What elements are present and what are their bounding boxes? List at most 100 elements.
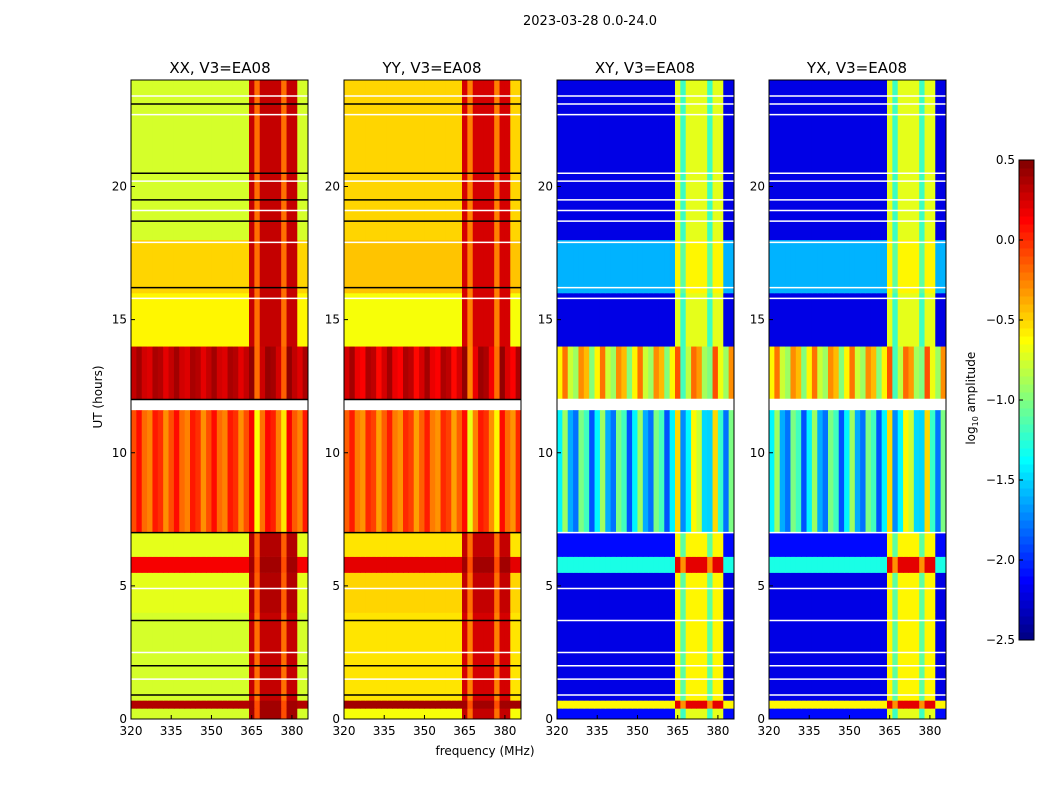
- heatmap-cell: [881, 532, 888, 557]
- heatmap-cell: [935, 708, 942, 720]
- heatmap-cell: [504, 612, 511, 701]
- heatmap-cell: [216, 572, 223, 613]
- heatmap-cell: [297, 572, 304, 613]
- heatmap-cell: [701, 572, 708, 613]
- heatmap-cell: [227, 700, 234, 709]
- heatmap-cell: [365, 346, 372, 400]
- heatmap-cell: [206, 700, 212, 709]
- heatmap-cell: [445, 239, 452, 294]
- heatmap-cell: [504, 556, 511, 573]
- heatmap-cell: [227, 293, 234, 347]
- heatmap-cell: [774, 80, 781, 241]
- heatmap-cell: [728, 80, 735, 241]
- heatmap-cell: [238, 346, 245, 400]
- panel-title-xx: XX, V3=EA08: [169, 59, 271, 77]
- heatmap-cell: [184, 556, 191, 573]
- heatmap-cell: [632, 346, 638, 400]
- heatmap-cell: [275, 532, 282, 557]
- heatmap-cell: [860, 346, 867, 400]
- heatmap-cell: [785, 293, 791, 347]
- heatmap-cell: [701, 346, 708, 400]
- heatmap-cell: [275, 700, 282, 709]
- heatmap-cell: [865, 708, 872, 720]
- heatmap-cell: [435, 700, 442, 709]
- heatmap-cell: [429, 532, 436, 557]
- heatmap-cell: [844, 239, 850, 294]
- heatmap-cell: [195, 293, 202, 347]
- heatmap-cell: [360, 239, 366, 294]
- heatmap-cell: [610, 80, 617, 241]
- heatmap-cell: [200, 293, 207, 347]
- heatmap-cell: [478, 572, 484, 613]
- heatmap-cell: [456, 532, 463, 557]
- heatmap-cell: [779, 708, 786, 720]
- heatmap-cell: [908, 532, 915, 557]
- heatmap-cell: [626, 572, 633, 613]
- heatmap-cell: [281, 80, 288, 241]
- heatmap-cell: [870, 346, 877, 400]
- heatmap-cell: [445, 700, 452, 709]
- heatmap-cell: [621, 532, 628, 557]
- heatmap-cell: [397, 346, 404, 400]
- heatmap-cell: [717, 410, 724, 533]
- y-tick-label: 10: [538, 446, 553, 460]
- heatmap-cell: [211, 708, 218, 720]
- heatmap-cell: [429, 346, 436, 400]
- heatmap-cell: [723, 708, 730, 720]
- heatmap-cell: [163, 346, 170, 400]
- heatmap-cell: [152, 80, 159, 241]
- heatmap-cell: [365, 700, 372, 709]
- heatmap-cell: [259, 410, 266, 533]
- heatmap-cell: [297, 612, 304, 701]
- heatmap-cell: [152, 532, 159, 557]
- heatmap-cell: [924, 572, 931, 613]
- heatmap-cell: [163, 532, 170, 557]
- heatmap-cell: [860, 293, 867, 347]
- y-tick-label: 0: [545, 712, 553, 726]
- heatmap-cell: [828, 410, 834, 533]
- heatmap-cell: [344, 708, 350, 720]
- y-tick-label: 10: [750, 446, 765, 460]
- heatmap-cell: [451, 612, 458, 701]
- heatmap-cell: [913, 556, 920, 573]
- heatmap-cell: [456, 708, 463, 720]
- heatmap-cell: [152, 410, 159, 533]
- heatmap-cell: [370, 700, 377, 709]
- heatmap-cell: [376, 708, 383, 720]
- heatmap-cell: [494, 80, 501, 241]
- heatmap-cell: [685, 239, 692, 294]
- heatmap-cell: [919, 708, 926, 720]
- heatmap-cell: [467, 708, 474, 720]
- heatmap-cell: [291, 708, 298, 720]
- heatmap-cell: [275, 556, 282, 573]
- heatmap-cell: [790, 700, 797, 709]
- heatmap-cell: [790, 572, 797, 613]
- heatmap-cell: [653, 532, 660, 557]
- heatmap-cell: [195, 239, 202, 294]
- heatmap-cell: [908, 556, 915, 573]
- heatmap-cell: [510, 700, 517, 709]
- heatmap-cell: [833, 293, 840, 347]
- heatmap-cell: [935, 410, 942, 533]
- heatmap-cell: [919, 410, 926, 533]
- heatmap-cell: [190, 700, 196, 709]
- heatmap-cell: [881, 80, 888, 241]
- heatmap-cell: [179, 612, 186, 701]
- heatmap-cell: [626, 239, 633, 294]
- heatmap-cell: [838, 612, 845, 701]
- heatmap-cell: [370, 346, 377, 400]
- heatmap-cell: [701, 532, 708, 557]
- heatmap-cell: [653, 708, 660, 720]
- heatmap-cell: [141, 293, 148, 347]
- heatmap-cell: [291, 612, 298, 701]
- heatmap-cell: [403, 410, 409, 533]
- heatmap-cell: [302, 410, 309, 533]
- heatmap-cell: [728, 346, 735, 400]
- x-tick-label: 380: [493, 724, 516, 738]
- heatmap-cell: [349, 700, 356, 709]
- heatmap-cell: [680, 532, 687, 557]
- heatmap-cell: [206, 80, 212, 241]
- heatmap-cell: [557, 346, 563, 400]
- heatmap-cell: [510, 410, 517, 533]
- heatmap-cell: [478, 612, 484, 701]
